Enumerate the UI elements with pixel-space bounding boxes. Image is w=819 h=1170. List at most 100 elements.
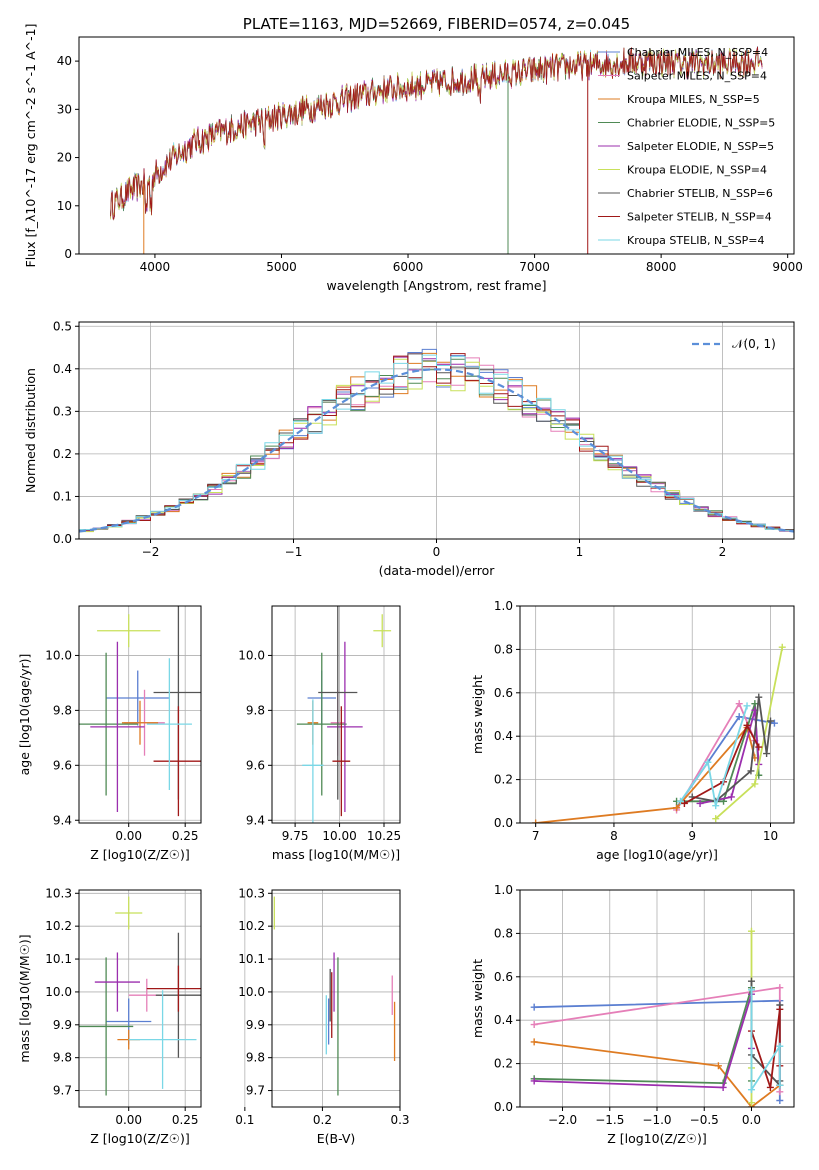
x-tick-label: 6000 bbox=[393, 260, 424, 274]
x-tick-label: −1.5 bbox=[595, 1113, 624, 1127]
mass-weight-marker bbox=[735, 713, 743, 721]
age-vs-mass-marks bbox=[296, 606, 392, 823]
y-tick-label: 9.9 bbox=[53, 1018, 72, 1032]
x-tick-label: 0.00 bbox=[115, 829, 142, 843]
weight-vs-Z-panel: −2.0 −1.5 −1.0 −0.5 0.0 0.0 0.2 0.4 0.6 0.8 1.0 Z [… bbox=[470, 883, 795, 1146]
residuals-marks bbox=[79, 348, 794, 533]
mass-vs-ebv-frame bbox=[271, 889, 401, 1108]
mass-weight-marker bbox=[680, 799, 688, 807]
mass-weight-line bbox=[692, 696, 772, 803]
weight-vs-Z-marks bbox=[530, 927, 784, 1107]
y-tick-label: 0.5 bbox=[53, 319, 72, 333]
y-tick-label: 0.6 bbox=[494, 970, 513, 984]
mass-weight-marker bbox=[776, 1096, 784, 1104]
age-vs-mass-frame bbox=[271, 605, 401, 824]
y-tick-label: 0.4 bbox=[53, 362, 72, 376]
mass-weight-line bbox=[679, 705, 748, 806]
y-axis-label: mass weight bbox=[470, 959, 485, 1038]
y-tick-label: 9.7 bbox=[53, 1084, 72, 1098]
weight-vs-age-marks bbox=[532, 643, 786, 823]
mass-vs-ebv-marks bbox=[273, 896, 396, 1096]
y-axis-label: Flux [f_λ10^-17 erg cm^-2 s^-1 A^-1] bbox=[23, 24, 38, 268]
x-tick-label: 0.00 bbox=[115, 1113, 142, 1127]
y-tick-label: 9.4 bbox=[53, 813, 72, 827]
x-tick-label: 1 bbox=[576, 545, 584, 559]
mass-weight-marker bbox=[776, 1081, 784, 1089]
mass-weight-marker bbox=[763, 750, 771, 758]
x-tick-label: 9.75 bbox=[282, 829, 309, 843]
legend-label: 𝒩(0, 1) bbox=[732, 337, 776, 351]
weight-vs-age-panel: 7 8 9 10 0.0 0.2 0.4 0.6 0.8 1.0 age [log10(age/yr… bbox=[470, 599, 795, 862]
y-tick-label: 1.0 bbox=[494, 599, 513, 613]
x-tick-label: −1 bbox=[285, 545, 303, 559]
x-tick-label: 0.1 bbox=[235, 1113, 254, 1127]
y-axis-label: mass weight bbox=[470, 675, 485, 754]
y-tick-label: 10.2 bbox=[45, 919, 72, 933]
mass-weight-line bbox=[750, 1009, 781, 1088]
y-tick-label: 30 bbox=[57, 102, 72, 116]
x-tick-label: 0.0 bbox=[742, 1113, 761, 1127]
y-tick-label: 0.4 bbox=[494, 1013, 513, 1027]
mass-weight-marker bbox=[676, 797, 684, 805]
y-tick-label: 0.2 bbox=[53, 447, 72, 461]
x-axis-label: (data-model)/error bbox=[379, 563, 496, 578]
residuals-frame bbox=[78, 321, 795, 540]
x-tick-label: 5000 bbox=[266, 260, 297, 274]
y-tick-label: 10.0 bbox=[238, 985, 265, 999]
mass-weight-marker bbox=[727, 793, 735, 801]
mass-weight-marker bbox=[743, 721, 751, 729]
legend-label: Chabrier STELIB, N_SSP=6 bbox=[627, 187, 773, 200]
y-tick-label: 10.0 bbox=[45, 648, 72, 662]
x-tick-label: 0.2 bbox=[313, 1113, 332, 1127]
mass-weight-marker bbox=[747, 986, 755, 994]
y-tick-label: 0.0 bbox=[494, 1100, 513, 1114]
x-tick-label: 10.25 bbox=[367, 829, 401, 843]
legend-label: Kroupa MILES, N_SSP=5 bbox=[627, 93, 760, 106]
y-tick-label: 10.2 bbox=[238, 919, 265, 933]
legend-label: Kroupa STELIB, N_SSP=4 bbox=[627, 234, 765, 247]
mass-weight-marker bbox=[704, 758, 712, 766]
y-tick-label: 0.3 bbox=[53, 404, 72, 418]
mass-weight-marker bbox=[712, 815, 720, 823]
age-vs-Z-panel: 0.00 0.25 9.4 9.6 9.8 10.0 Z [log10(Z/Z☉)] age … bbox=[17, 605, 202, 862]
y-tick-label: 0 bbox=[64, 247, 72, 261]
x-tick-label: 10 bbox=[763, 829, 778, 843]
y-tick-label: 9.7 bbox=[246, 1084, 265, 1098]
legend-label: Salpeter MILES, N_SSP=4 bbox=[627, 70, 767, 83]
x-tick-label: 8 bbox=[610, 829, 618, 843]
legend-label: Salpeter ELODIE, N_SSP=5 bbox=[627, 140, 774, 153]
age-vs-Z-marks bbox=[79, 606, 201, 817]
mass-weight-marker bbox=[751, 780, 759, 788]
x-tick-label: 9000 bbox=[772, 260, 803, 274]
mass-weight-marker bbox=[530, 1021, 538, 1029]
x-axis-label: E(B-V) bbox=[317, 1131, 356, 1146]
spectrum-frame bbox=[78, 36, 795, 255]
mass-weight-marker bbox=[743, 702, 751, 710]
residual-histogram bbox=[79, 354, 794, 532]
mass-weight-marker bbox=[696, 799, 704, 807]
x-tick-label: 0.25 bbox=[172, 829, 199, 843]
y-tick-label: 0.2 bbox=[494, 1057, 513, 1071]
x-tick-label: 2 bbox=[719, 545, 727, 559]
mass-weight-marker bbox=[776, 1042, 784, 1050]
x-tick-label: −2 bbox=[142, 545, 160, 559]
residuals-panel: −2 −1 0 1 2 0.0 0.1 0.2 0.3 0.4 0.5 (data-model)/er… bbox=[23, 319, 795, 578]
mass-vs-ebv-panel: 0.1 0.2 0.3 9.7 9.8 9.9 10.0 10.1 10.2 10.3 E(B-V) bbox=[235, 886, 409, 1146]
mass-weight-marker bbox=[712, 802, 720, 810]
legend-label: Salpeter STELIB, N_SSP=4 bbox=[627, 211, 772, 224]
mass-weight-line bbox=[750, 981, 781, 1088]
spectrum-legend: Chabrier MILES, N_SSP=4 Salpeter MILES, N… bbox=[598, 46, 775, 247]
age-vs-mass-panel: 9.75 10.00 10.25 9.4 9.6 9.8 10.0 mass [log10(M… bbox=[238, 605, 401, 862]
mass-vs-Z-marks bbox=[79, 896, 201, 1096]
x-tick-label: 7 bbox=[532, 829, 540, 843]
y-tick-label: 9.6 bbox=[53, 758, 72, 772]
y-tick-label: 9.8 bbox=[246, 703, 265, 717]
mass-weight-marker bbox=[755, 743, 763, 751]
mass-vs-Z-panel: 0.00 0.25 9.7 9.8 9.9 10.0 10.1 10.2 10.3 Z [log1… bbox=[17, 886, 202, 1146]
y-tick-label: 1.0 bbox=[494, 883, 513, 897]
y-tick-label: 10.3 bbox=[45, 886, 72, 900]
mass-weight-marker bbox=[747, 1086, 755, 1094]
mass-weight-marker bbox=[747, 927, 755, 935]
y-tick-label: 10.1 bbox=[45, 952, 72, 966]
mass-weight-marker bbox=[747, 977, 755, 985]
